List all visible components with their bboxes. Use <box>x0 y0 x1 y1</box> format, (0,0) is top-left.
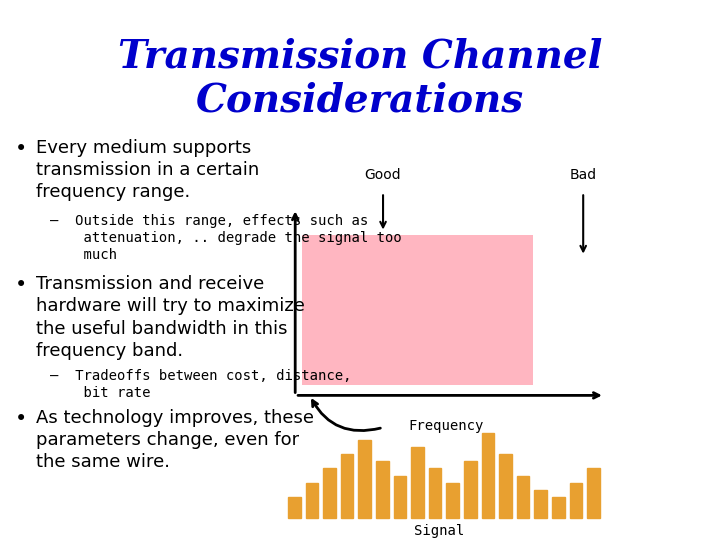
Text: Signal: Signal <box>414 524 464 538</box>
Bar <box>288 497 300 518</box>
Bar <box>482 433 494 518</box>
Bar <box>341 454 354 518</box>
Bar <box>534 490 547 518</box>
Bar <box>376 461 389 518</box>
Bar <box>359 440 371 518</box>
Text: •: • <box>14 139 27 159</box>
Text: –  Tradeoffs between cost, distance,
    bit rate: – Tradeoffs between cost, distance, bit … <box>50 369 352 400</box>
Text: •: • <box>14 275 27 295</box>
FancyBboxPatch shape <box>302 235 533 384</box>
Bar <box>411 447 424 518</box>
Text: Transmission and receive
hardware will try to maximize
the useful bandwidth in t: Transmission and receive hardware will t… <box>36 275 305 360</box>
Bar <box>517 476 529 518</box>
Bar <box>446 483 459 518</box>
Bar <box>305 483 318 518</box>
Bar <box>552 497 564 518</box>
Text: As technology improves, these
parameters change, even for
the same wire.: As technology improves, these parameters… <box>36 409 314 471</box>
Bar <box>570 483 582 518</box>
Bar <box>464 461 477 518</box>
Text: Frequency: Frequency <box>409 420 484 434</box>
Text: Every medium supports
transmission in a certain
frequency range.: Every medium supports transmission in a … <box>36 139 259 201</box>
Text: •: • <box>14 409 27 429</box>
Text: Bad: Bad <box>570 167 597 181</box>
Bar <box>499 454 512 518</box>
Text: Good: Good <box>365 167 401 181</box>
Bar <box>394 476 406 518</box>
Bar <box>588 468 600 518</box>
Bar <box>323 468 336 518</box>
Text: –  Outside this range, effects such as
    attenuation, .. degrade the signal to: – Outside this range, effects such as at… <box>50 214 402 262</box>
Text: Transmission Channel
Considerations: Transmission Channel Considerations <box>118 37 602 119</box>
Bar <box>429 468 441 518</box>
